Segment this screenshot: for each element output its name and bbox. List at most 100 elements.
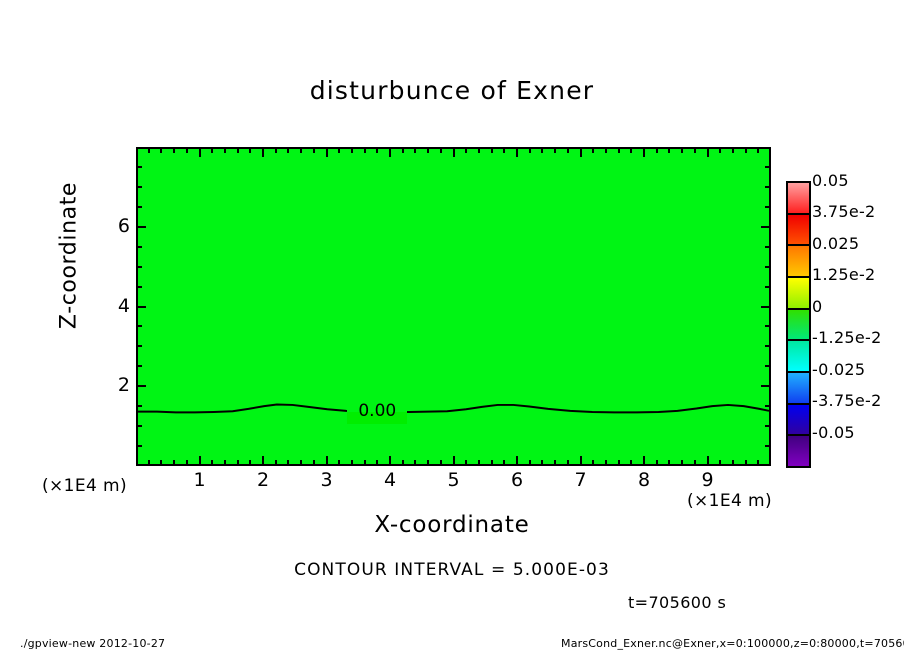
- axis-tick: [681, 460, 684, 466]
- axis-tick: [452, 456, 455, 466]
- axis-tick: [414, 147, 417, 153]
- axis-tick: [262, 456, 264, 466]
- footer-command-label: ./gpview-new 2012-10-27: [20, 637, 166, 650]
- axis-tick: [338, 460, 341, 466]
- axis-tick: [516, 456, 518, 466]
- axis-tick: [173, 147, 176, 153]
- axis-tick: [160, 460, 163, 466]
- axis-tick: [136, 185, 142, 188]
- axis-tick: [516, 147, 518, 157]
- axis-tick: [617, 460, 620, 466]
- axis-tick: [136, 405, 142, 408]
- colorbar-tick-label: -1.25e-2: [812, 328, 882, 348]
- axis-tick: [706, 147, 709, 157]
- axis-tick: [376, 147, 379, 153]
- axis-tick: [376, 460, 379, 466]
- colorbar-band[interactable]: [788, 436, 809, 467]
- axis-tick: [274, 460, 277, 466]
- axis-tick: [744, 460, 747, 466]
- contour-label-mask-lower: [347, 411, 408, 424]
- axis-tick: [363, 460, 366, 466]
- y-axis-units-label: (×1E4 m): [42, 476, 128, 496]
- axis-tick: [439, 147, 442, 153]
- x-tick-label: 2: [256, 469, 270, 491]
- colorbar-band[interactable]: [788, 214, 809, 247]
- axis-tick: [173, 460, 176, 466]
- axis-tick: [630, 460, 633, 466]
- axis-tick: [706, 456, 709, 466]
- axis-tick: [554, 460, 557, 466]
- y-axis-title: Z-coordinate: [56, 181, 82, 330]
- axis-tick: [136, 265, 142, 268]
- axis-tick: [198, 456, 201, 466]
- y-tick-label: 4: [117, 294, 130, 317]
- x-axis-title: X-coordinate: [374, 512, 530, 538]
- axis-tick: [655, 147, 658, 153]
- axis-tick: [592, 147, 595, 153]
- axis-tick: [185, 147, 188, 153]
- x-tick-label: 4: [383, 469, 397, 491]
- axis-tick: [452, 147, 455, 157]
- footer-dataset-label: MarsCond_Exner.nc@Exner,x=0:100000,z=0:8…: [561, 637, 904, 650]
- x-tick-label: 8: [637, 469, 651, 491]
- contour-line: [138, 403, 769, 414]
- axis-tick: [136, 325, 142, 328]
- axis-tick: [236, 147, 239, 153]
- x-tick-label: 1: [193, 469, 206, 491]
- colorbar-band[interactable]: [788, 278, 809, 310]
- axis-tick: [528, 460, 531, 466]
- axis-tick: [765, 445, 771, 448]
- contour-interval-label: CONTOUR INTERVAL = 5.000E-03: [294, 560, 610, 580]
- page-title: disturbunce of Exner: [309, 76, 595, 105]
- axis-tick: [439, 460, 442, 466]
- axis-tick: [655, 460, 658, 466]
- axis-tick: [312, 460, 315, 466]
- axis-tick: [262, 147, 264, 157]
- axis-tick: [287, 460, 290, 466]
- axis-tick: [325, 456, 328, 466]
- axis-tick: [401, 460, 404, 466]
- colorbar-band[interactable]: [788, 309, 809, 342]
- axis-tick: [765, 245, 771, 248]
- axis-tick: [604, 460, 607, 466]
- axis-tick: [223, 147, 226, 153]
- axis-tick: [541, 147, 544, 153]
- axis-tick: [136, 245, 142, 248]
- contour-plot-area[interactable]: [136, 147, 771, 466]
- colorbar-band[interactable]: [788, 341, 809, 374]
- axis-tick: [223, 460, 226, 466]
- colorbar-band[interactable]: [788, 373, 809, 405]
- axis-tick: [765, 365, 771, 368]
- axis-tick: [477, 147, 480, 153]
- axis-tick: [630, 147, 633, 153]
- axis-tick: [566, 147, 569, 153]
- axis-tick: [757, 460, 760, 466]
- colorbar[interactable]: [786, 181, 811, 468]
- axis-tick: [643, 456, 645, 466]
- axis-tick: [554, 147, 557, 153]
- colorbar-band[interactable]: [788, 404, 809, 437]
- axis-tick: [211, 147, 214, 153]
- colorbar-band[interactable]: [788, 246, 809, 279]
- axis-tick: [198, 147, 201, 157]
- axis-tick: [136, 445, 142, 448]
- axis-tick: [414, 460, 417, 466]
- axis-tick: [490, 147, 493, 153]
- axis-tick: [765, 165, 771, 168]
- axis-tick: [136, 205, 142, 208]
- axis-tick: [617, 147, 620, 153]
- axis-tick: [300, 147, 303, 153]
- colorbar-tick-label: 0.05: [812, 171, 849, 190]
- axis-tick: [287, 147, 290, 153]
- axis-tick: [566, 460, 569, 466]
- axis-tick: [579, 456, 582, 466]
- axis-tick: [765, 325, 771, 328]
- colorbar-tick-label: -0.025: [812, 359, 866, 379]
- axis-tick: [765, 205, 771, 208]
- axis-tick: [579, 147, 582, 157]
- axis-tick: [136, 225, 146, 228]
- axis-tick: [761, 385, 771, 388]
- colorbar-band[interactable]: [788, 183, 809, 215]
- axis-tick: [389, 456, 391, 466]
